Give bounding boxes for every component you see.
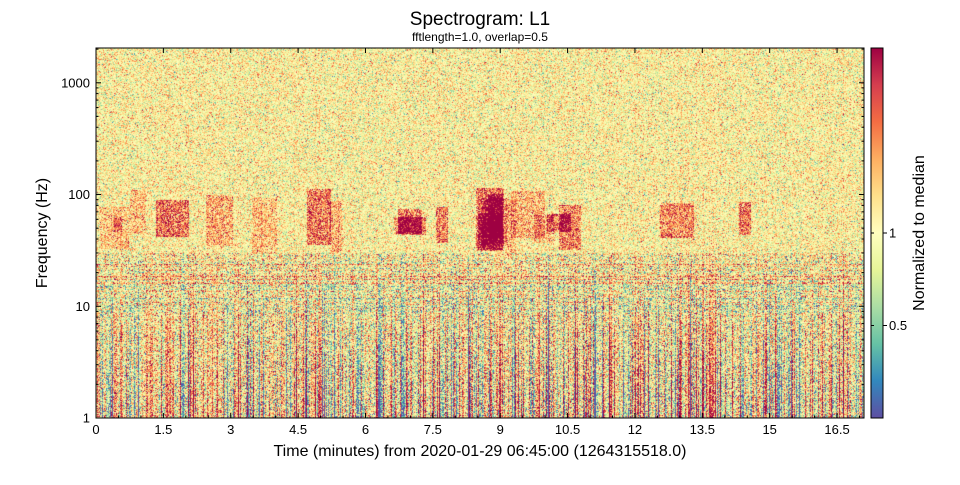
y-tick-label: 1000 xyxy=(61,75,90,90)
x-tick-label: 4.5 xyxy=(289,422,307,437)
plot-area xyxy=(95,47,865,419)
colorbar-tick-label: 0.5 xyxy=(889,318,907,333)
y-tick-label: 1 xyxy=(83,411,90,426)
chart-title: Spectrogram: L1 xyxy=(410,9,550,30)
x-tick-label: 1.5 xyxy=(154,422,172,437)
y-axis-label: Frequency (Hz) xyxy=(34,178,51,288)
colorbar-label: Normalized to median xyxy=(911,155,928,311)
x-tick-label: 10.5 xyxy=(555,422,580,437)
x-tick-label: 3 xyxy=(227,422,234,437)
y-axis: 1 10 100 1000 xyxy=(61,48,864,426)
x-tick-label: 16.5 xyxy=(824,422,849,437)
chart-subtitle: fftlength=1.0, overlap=0.5 xyxy=(412,30,548,44)
x-tick-label: 13.5 xyxy=(690,422,715,437)
x-tick-label: 9 xyxy=(497,422,504,437)
x-tick-label: 7.5 xyxy=(424,422,442,437)
colorbar: 0.51 xyxy=(870,47,907,419)
x-tick-label: 6 xyxy=(362,422,369,437)
colorbar-ticks: 0.51 xyxy=(871,226,907,333)
colorbar-tick-label: 1 xyxy=(889,226,896,241)
plot-frame xyxy=(95,47,865,419)
x-axis: 0 1.5 3 4.5 6 7.5 9 10.5 12 13.5 15 16.5 xyxy=(92,48,861,437)
y-tick-label: 10 xyxy=(76,299,90,314)
x-tick-label: 12 xyxy=(628,422,642,437)
x-tick-label: 15 xyxy=(762,422,776,437)
x-axis-label: Time (minutes) from 2020-01-29 06:45:00 … xyxy=(274,443,687,460)
y-tick-label: 100 xyxy=(68,187,90,202)
spectrogram-heatmap xyxy=(96,48,864,418)
x-tick-label: 0 xyxy=(92,422,99,437)
